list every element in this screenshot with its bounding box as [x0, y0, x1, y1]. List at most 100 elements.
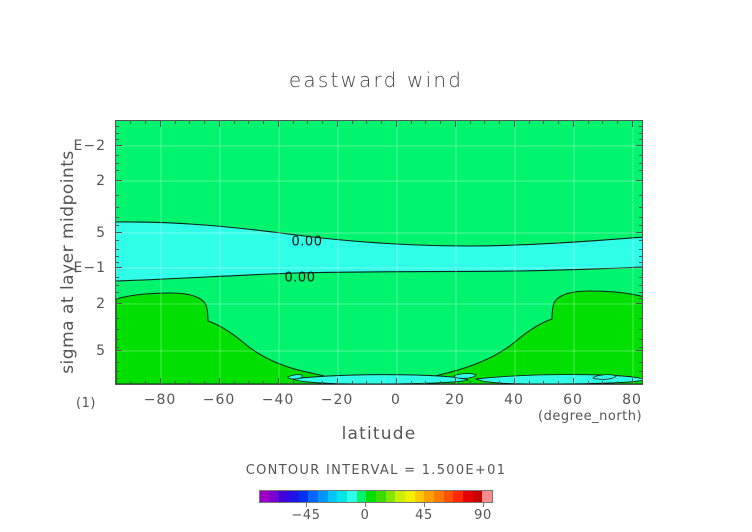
x-tick: [573, 378, 574, 385]
colorbar-swatch: [289, 491, 299, 502]
x-tick: [455, 378, 456, 385]
colorbar-swatch: [376, 491, 386, 502]
x-tick-minor-top: [588, 120, 589, 124]
y-tick-minor-right: [639, 217, 643, 218]
x-tick-minor-top: [543, 120, 544, 124]
y-tick-minor: [115, 329, 119, 330]
x-tick-minor: [529, 381, 530, 385]
colorbar-swatch: [405, 491, 415, 502]
y-tick-minor-right: [639, 339, 643, 340]
y-tick-minor: [115, 155, 119, 156]
y-tick-minor-right: [639, 318, 643, 319]
x-tick-minor-top: [248, 120, 249, 124]
x-tick-minor: [588, 381, 589, 385]
colorbar-tick-label: −45: [291, 508, 321, 523]
x-tick-top: [278, 120, 279, 127]
contour-plot-area: [115, 120, 643, 385]
contour-field: [116, 121, 642, 384]
colorbar-swatch: [472, 491, 483, 502]
x-axis-units: (degree_north): [538, 409, 643, 424]
colorbar-swatch: [298, 491, 309, 502]
y-tick-minor: [115, 339, 119, 340]
x-tick-minor-top: [425, 120, 426, 124]
x-tick-top: [396, 120, 397, 127]
x-tick-minor-top: [293, 120, 294, 124]
colorbar-tick: [365, 503, 366, 507]
x-tick-minor: [366, 381, 367, 385]
x-tick-minor-top: [529, 120, 530, 124]
x-tick-minor-top: [381, 120, 382, 124]
x-tick-minor: [602, 381, 603, 385]
y-tick-minor-right: [639, 277, 643, 278]
y-tick-label: E−2: [73, 138, 106, 154]
y-tick: [115, 350, 122, 351]
y-tick-minor: [115, 133, 119, 134]
x-tick-minor-top: [130, 120, 131, 124]
y-tick-minor-right: [639, 240, 643, 241]
y-tick-minor-right: [639, 163, 643, 164]
x-tick-label: −20: [320, 392, 354, 408]
x-tick-label: 60: [563, 392, 583, 408]
y-tick-minor: [115, 195, 119, 196]
colorbar-swatch: [308, 491, 319, 502]
x-tick-label: 40: [504, 392, 524, 408]
x-tick-minor-top: [440, 120, 441, 124]
x-tick: [337, 378, 338, 385]
x-tick: [514, 378, 515, 385]
y-tick-label: 2: [96, 173, 106, 189]
contour-label: 0.00: [284, 270, 316, 286]
colorbar-swatch: [434, 491, 444, 502]
x-tick-minor: [558, 381, 559, 385]
y-tick-minor-right: [639, 170, 643, 171]
y-tick-minor-right: [639, 207, 643, 208]
x-tick-label: −60: [202, 392, 236, 408]
x-tick-minor: [484, 381, 485, 385]
y-tick-minor: [115, 163, 119, 164]
y-tick-minor: [115, 292, 119, 293]
colorbar-swatch: [463, 491, 473, 502]
x-tick-minor-top: [234, 120, 235, 124]
x-tick-minor: [234, 381, 235, 385]
x-tick-minor: [263, 381, 264, 385]
y-tick-minor-right: [639, 195, 643, 196]
x-tick-minor: [543, 381, 544, 385]
colorbar-swatch: [414, 491, 425, 502]
y-tick-minor: [115, 240, 119, 241]
y-tick-minor-right: [639, 362, 643, 363]
colorbar-swatch: [356, 491, 367, 502]
y-tick-minor-right: [639, 126, 643, 127]
contour-label: 0.00: [291, 234, 323, 250]
x-axis-title: latitude: [341, 424, 417, 444]
x-tick-label: 20: [445, 392, 465, 408]
colorbar-swatch: [337, 491, 348, 502]
y-tick-minor-right: [639, 139, 643, 140]
x-tick-top: [573, 120, 574, 127]
x-tick: [219, 378, 220, 385]
x-tick-minor-top: [499, 120, 500, 124]
y-tick-minor: [115, 347, 119, 348]
x-tick-minor: [293, 381, 294, 385]
y-tick-minor: [115, 139, 119, 140]
x-tick-top: [337, 120, 338, 127]
y-tick-minor-right: [639, 256, 643, 257]
y-tick: [115, 303, 122, 304]
x-tick-label: 0: [391, 392, 401, 408]
colorbar-swatch: [385, 491, 396, 502]
x-tick-minor-top: [189, 120, 190, 124]
x-tick: [396, 378, 397, 385]
x-tick-top: [455, 120, 456, 127]
colorbar-tick: [483, 503, 484, 507]
y-tick-label: 2: [96, 296, 106, 312]
x-tick-minor-top: [366, 120, 367, 124]
axis-scale-note: (1): [76, 396, 96, 411]
x-tick-minor-top: [411, 120, 412, 124]
colorbar-swatch: [260, 491, 270, 502]
contour-interval-text: CONTOUR INTERVAL = 1.500E+01: [245, 463, 507, 478]
y-tick-minor-right: [639, 133, 643, 134]
colorbar-swatch: [347, 491, 357, 502]
y-tick-minor: [115, 371, 119, 372]
x-tick-minor: [499, 381, 500, 385]
x-tick-label: −80: [143, 392, 177, 408]
x-tick-minor-top: [602, 120, 603, 124]
y-tick-minor: [115, 170, 119, 171]
